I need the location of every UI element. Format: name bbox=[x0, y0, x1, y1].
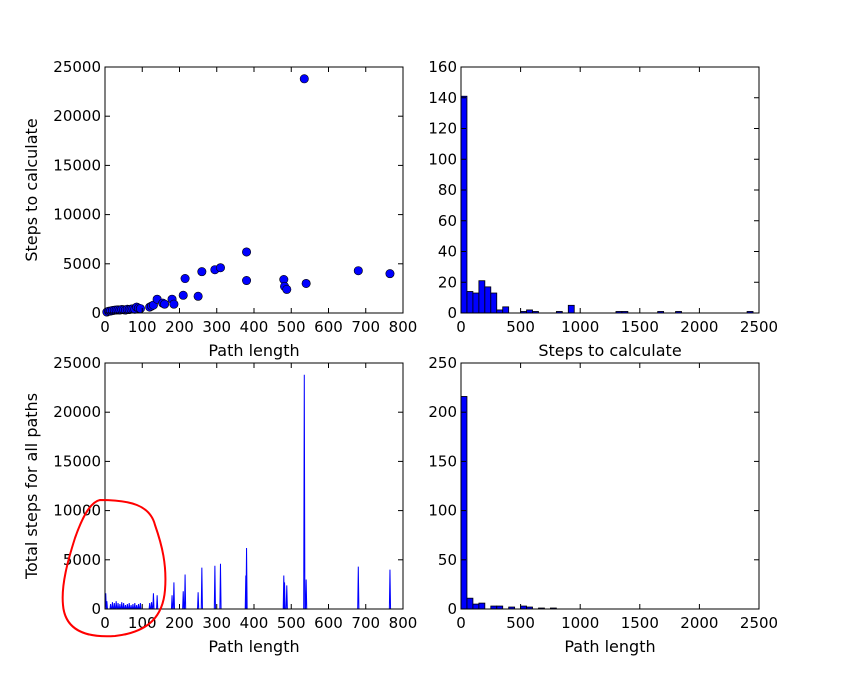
y-tick-label: 40 bbox=[438, 243, 457, 261]
histogram-bar bbox=[466, 597, 474, 610]
total-steps-line bbox=[104, 374, 403, 610]
y-tick-label: 0 bbox=[91, 304, 101, 322]
axes-frame bbox=[460, 362, 760, 610]
x-tick-label: 100 bbox=[128, 318, 157, 336]
x-axis-label: Steps to calculate bbox=[538, 341, 681, 360]
y-tick-label: 20 bbox=[438, 273, 457, 291]
y-tick-label: 100 bbox=[428, 150, 457, 168]
y-tick-label: 0 bbox=[447, 600, 457, 618]
x-tick-label: 700 bbox=[351, 318, 380, 336]
scatter-point bbox=[197, 267, 207, 277]
x-tick-label: 1500 bbox=[621, 614, 659, 632]
y-tick-label: 80 bbox=[438, 181, 457, 199]
y-tick-label: 20000 bbox=[53, 107, 101, 125]
scatter-point bbox=[160, 299, 170, 309]
x-tick-label: 1000 bbox=[561, 318, 599, 336]
scatter-point bbox=[215, 263, 225, 273]
y-tick-label: 100 bbox=[428, 502, 457, 520]
x-tick-label: 2500 bbox=[740, 318, 778, 336]
scatter-point bbox=[385, 269, 395, 279]
y-tick-label: 0 bbox=[447, 304, 457, 322]
histogram-bar bbox=[567, 304, 575, 314]
scatter-point bbox=[180, 274, 190, 284]
y-tick-label: 25000 bbox=[53, 58, 101, 76]
histogram-bar bbox=[466, 291, 474, 314]
x-axis-label: Path length bbox=[208, 637, 299, 656]
x-tick-label: 1000 bbox=[561, 614, 599, 632]
y-tick-label: 15000 bbox=[53, 156, 101, 174]
x-tick-label: 500 bbox=[506, 318, 535, 336]
y-tick-label: 5000 bbox=[63, 255, 101, 273]
y-tick-label: 25000 bbox=[53, 354, 101, 372]
x-axis-label: Path length bbox=[208, 341, 299, 360]
histogram-bar bbox=[502, 306, 510, 314]
x-tick-label: 400 bbox=[240, 614, 269, 632]
y-tick-label: 150 bbox=[428, 452, 457, 470]
scatter-point bbox=[242, 276, 252, 286]
x-tick-label: 300 bbox=[202, 614, 231, 632]
scatter-point bbox=[169, 299, 179, 309]
x-tick-label: 500 bbox=[277, 614, 306, 632]
y-tick-label: 160 bbox=[428, 58, 457, 76]
x-tick-label: 0 bbox=[100, 614, 110, 632]
scatter-point bbox=[178, 290, 188, 300]
x-tick-label: 2000 bbox=[680, 318, 718, 336]
x-tick-label: 200 bbox=[165, 614, 194, 632]
x-tick-label: 2500 bbox=[740, 614, 778, 632]
scatter-point bbox=[301, 278, 311, 288]
x-tick-label: 1500 bbox=[621, 318, 659, 336]
x-tick-label: 400 bbox=[240, 318, 269, 336]
scatter-point bbox=[353, 266, 363, 276]
x-tick-label: 200 bbox=[165, 318, 194, 336]
histogram-bar bbox=[472, 292, 480, 314]
scatter-point bbox=[135, 304, 145, 314]
y-tick-label: 60 bbox=[438, 212, 457, 230]
red-circle-annotation bbox=[61, 498, 167, 638]
scatter-panel: 0 100 200 300 400 500 600 700 800 0 5000 10000 15000… bbox=[22, 58, 417, 360]
scatter-point bbox=[193, 291, 203, 301]
histogram-bar bbox=[484, 286, 492, 314]
x-tick-label: 800 bbox=[389, 318, 418, 336]
y-tick-label: 15000 bbox=[53, 452, 101, 470]
histogram-path-length-panel: 0 500 1000 1500 2000 2500 0 50 100 150 200 250 Path … bbox=[428, 354, 778, 656]
y-tick-label: 5000 bbox=[63, 551, 101, 569]
histogram-bar bbox=[478, 602, 486, 610]
scatter-point bbox=[242, 247, 252, 257]
histogram-bar bbox=[490, 292, 498, 314]
x-tick-label: 0 bbox=[456, 318, 466, 336]
scatter-point bbox=[299, 74, 309, 84]
y-axis-label: Steps to calculate bbox=[22, 118, 41, 261]
histogram-steps-panel: 0 500 1000 1500 2000 2500 0 20 40 60 80 100 120 140 16… bbox=[428, 58, 778, 360]
histogram-bar bbox=[460, 396, 468, 610]
x-tick-label: 300 bbox=[202, 318, 231, 336]
y-axis-label: Total steps for all paths bbox=[22, 393, 41, 580]
x-tick-label: 600 bbox=[314, 614, 343, 632]
y-tick-label: 250 bbox=[428, 354, 457, 372]
x-tick-label: 2000 bbox=[680, 614, 718, 632]
y-tick-label: 0 bbox=[91, 600, 101, 618]
x-tick-label: 500 bbox=[506, 614, 535, 632]
y-tick-label: 140 bbox=[428, 89, 457, 107]
histogram-bar bbox=[472, 603, 480, 610]
x-tick-label: 600 bbox=[314, 318, 343, 336]
total-steps-line-panel: 0 100 200 300 400 500 600 700 800 0 5000 10000 15000… bbox=[22, 354, 417, 656]
axes-frame bbox=[104, 66, 404, 314]
y-tick-label: 120 bbox=[428, 120, 457, 138]
x-tick-label: 500 bbox=[277, 318, 306, 336]
x-tick-label: 0 bbox=[100, 318, 110, 336]
y-tick-label: 20000 bbox=[53, 403, 101, 421]
x-tick-label: 0 bbox=[456, 614, 466, 632]
y-tick-label: 10000 bbox=[53, 502, 101, 520]
scatter-point bbox=[282, 284, 292, 294]
axes-frame bbox=[460, 66, 760, 314]
x-tick-label: 800 bbox=[389, 614, 418, 632]
x-axis-label: Path length bbox=[564, 637, 655, 656]
y-tick-label: 50 bbox=[438, 551, 457, 569]
histogram-bar bbox=[478, 280, 486, 314]
x-tick-label: 100 bbox=[128, 614, 157, 632]
y-tick-label: 10000 bbox=[53, 206, 101, 224]
y-tick-label: 200 bbox=[428, 403, 457, 421]
x-tick-label: 700 bbox=[351, 614, 380, 632]
